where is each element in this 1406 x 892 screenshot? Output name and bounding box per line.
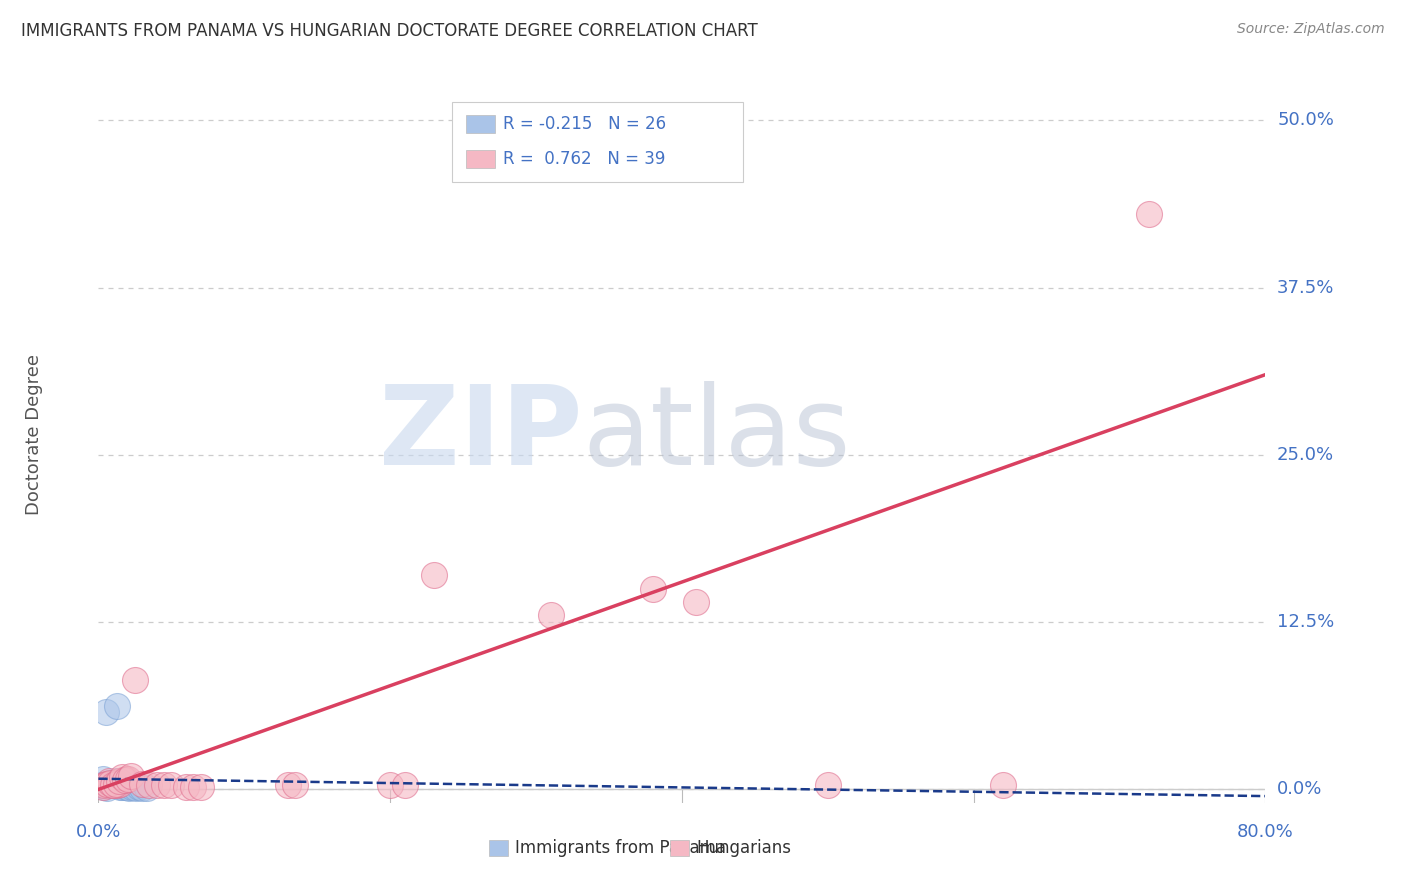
- Point: [118, 781, 141, 796]
- Point: [153, 778, 176, 793]
- Point: [817, 778, 839, 793]
- Point: [540, 608, 562, 623]
- Point: [101, 778, 124, 793]
- Point: [104, 777, 127, 791]
- Point: [110, 780, 132, 794]
- Point: [114, 778, 136, 793]
- Point: [103, 776, 125, 790]
- Text: 0.0%: 0.0%: [1277, 780, 1323, 798]
- Point: [394, 778, 416, 793]
- Point: [641, 582, 664, 596]
- Point: [110, 777, 132, 791]
- Point: [91, 780, 114, 794]
- Point: [125, 781, 148, 796]
- Point: [98, 777, 121, 791]
- Text: Doctorate Degree: Doctorate Degree: [25, 354, 44, 516]
- Point: [112, 772, 135, 788]
- Point: [114, 772, 136, 788]
- Point: [108, 778, 131, 793]
- Point: [685, 595, 707, 609]
- Point: [103, 778, 125, 793]
- Text: atlas: atlas: [582, 382, 851, 488]
- Point: [181, 780, 204, 794]
- Point: [104, 774, 127, 789]
- Point: [124, 780, 146, 794]
- Point: [117, 772, 139, 786]
- Point: [93, 778, 115, 793]
- Point: [96, 781, 118, 796]
- Point: [160, 778, 183, 793]
- Text: 80.0%: 80.0%: [1237, 823, 1294, 841]
- Point: [111, 780, 134, 794]
- Point: [284, 778, 307, 793]
- Text: 0.0%: 0.0%: [76, 823, 121, 841]
- Point: [97, 776, 120, 790]
- Point: [101, 778, 124, 793]
- Point: [115, 772, 138, 786]
- Text: R = -0.215   N = 26: R = -0.215 N = 26: [503, 114, 666, 133]
- Point: [97, 774, 120, 789]
- Text: Hungarians: Hungarians: [696, 839, 792, 857]
- Point: [190, 780, 212, 794]
- Point: [174, 780, 197, 794]
- Point: [98, 776, 121, 790]
- Point: [100, 778, 122, 793]
- Point: [120, 778, 142, 793]
- Point: [131, 777, 153, 791]
- Text: IMMIGRANTS FROM PANAMA VS HUNGARIAN DOCTORATE DEGREE CORRELATION CHART: IMMIGRANTS FROM PANAMA VS HUNGARIAN DOCT…: [21, 22, 758, 40]
- Point: [277, 778, 299, 793]
- Point: [100, 777, 122, 791]
- Text: R =  0.762   N = 39: R = 0.762 N = 39: [503, 150, 665, 168]
- Text: Source: ZipAtlas.com: Source: ZipAtlas.com: [1237, 22, 1385, 37]
- Point: [117, 780, 139, 794]
- Point: [128, 780, 150, 794]
- FancyBboxPatch shape: [451, 103, 742, 183]
- Point: [131, 781, 153, 796]
- Bar: [465, 115, 495, 133]
- Bar: [489, 839, 508, 855]
- Text: Immigrants from Panama: Immigrants from Panama: [515, 839, 725, 857]
- Point: [90, 778, 112, 793]
- Point: [121, 780, 143, 794]
- Point: [105, 778, 128, 793]
- Point: [138, 778, 160, 793]
- Point: [124, 673, 146, 687]
- Point: [146, 778, 169, 793]
- Point: [93, 780, 115, 794]
- Point: [94, 705, 117, 719]
- Text: 25.0%: 25.0%: [1277, 446, 1334, 464]
- Point: [115, 780, 138, 794]
- Text: ZIP: ZIP: [380, 382, 582, 488]
- Text: 12.5%: 12.5%: [1277, 613, 1334, 632]
- Text: 37.5%: 37.5%: [1277, 278, 1334, 297]
- Point: [96, 777, 118, 791]
- Point: [94, 777, 117, 791]
- Point: [380, 778, 402, 793]
- Point: [108, 774, 131, 789]
- Point: [423, 568, 446, 582]
- Point: [111, 771, 134, 785]
- Point: [91, 772, 114, 786]
- Point: [105, 699, 128, 714]
- Point: [135, 781, 157, 796]
- Bar: [671, 839, 689, 855]
- Bar: [465, 150, 495, 169]
- Point: [120, 769, 142, 783]
- Point: [1137, 207, 1160, 221]
- Point: [991, 778, 1014, 793]
- Text: 50.0%: 50.0%: [1277, 112, 1334, 129]
